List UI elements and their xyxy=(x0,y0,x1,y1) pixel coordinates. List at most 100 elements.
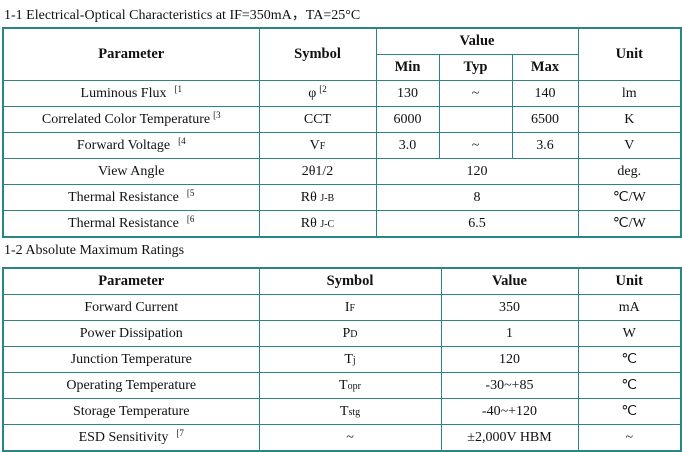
parameter-cell: View Angle xyxy=(2,158,260,185)
min-cell: 130 xyxy=(375,80,440,107)
parameter-cell: Storage Temperature xyxy=(2,398,260,425)
parameter-cell: Forward Voltage [4 xyxy=(2,132,260,159)
parameter-label: ESD Sensitivity xyxy=(78,429,169,445)
unit-cell: V xyxy=(577,132,682,159)
symbol-label: T xyxy=(344,351,353,367)
footnote-mark: [1 xyxy=(174,83,182,94)
unit-cell: mA xyxy=(577,294,682,321)
max-cell: 3.6 xyxy=(511,132,579,159)
header-typ: Typ xyxy=(438,54,513,81)
table-row: Correlated Color Temperature [3 CCT 6000 … xyxy=(2,106,682,133)
unit-cell: lm xyxy=(577,80,682,107)
symbol-label: Rθ xyxy=(300,189,321,205)
symbol-subscript: J-C xyxy=(320,218,335,230)
value-cell: 120 xyxy=(440,346,579,373)
symbol-cell: Tstg xyxy=(258,398,442,425)
parameter-label: Operating Temperature xyxy=(66,377,197,393)
table-row: Junction Temperature Tj 120 ℃ xyxy=(2,346,682,373)
parameter-label: Forward Voltage xyxy=(76,137,171,153)
absolute-maximum-ratings-table: Parameter Symbol Value Unit Forward Curr… xyxy=(2,267,682,452)
max-cell: 140 xyxy=(511,80,579,107)
unit-cell: ℃/W xyxy=(577,210,682,238)
symbol-cell: CCT xyxy=(258,106,377,133)
symbol-subscript: F xyxy=(349,302,356,314)
parameter-label: Thermal Resistance xyxy=(68,215,179,231)
table-row: Power Dissipation PD 1 W xyxy=(2,320,682,347)
table-row: Forward Voltage [4 VF 3.0 ~ 3.6 V xyxy=(2,132,682,159)
parameter-label: Thermal Resistance xyxy=(68,189,179,205)
table-row: Forward Current IF 350 mA xyxy=(2,294,682,321)
parameter-cell: Forward Current xyxy=(2,294,260,321)
footnote-mark: [3 xyxy=(213,109,221,120)
symbol-label: Rθ xyxy=(300,215,321,231)
unit-cell: ℃ xyxy=(577,346,682,373)
parameter-label: Junction Temperature xyxy=(70,351,192,367)
header-symbol: Symbol xyxy=(258,27,377,81)
value-cell: -30~+85 xyxy=(440,372,579,399)
footnote-mark: [2 xyxy=(319,83,327,94)
header-unit: Unit xyxy=(577,267,682,295)
unit-cell: ℃ xyxy=(577,372,682,399)
table-subheader-row: Min Typ Max xyxy=(3,54,681,81)
symbol-subscript: J-B xyxy=(320,192,335,204)
header-unit: Unit xyxy=(577,27,682,81)
unit-cell: deg. xyxy=(577,158,682,185)
unit-cell: K xyxy=(577,106,682,133)
symbol-cell: VF xyxy=(258,132,377,159)
table-row: Operating Temperature Topr -30~+85 ℃ xyxy=(2,372,682,399)
symbol-label: P xyxy=(342,325,351,341)
symbol-subscript: stg xyxy=(348,406,361,418)
symbol-label: I xyxy=(344,299,350,315)
parameter-cell: Correlated Color Temperature [3 xyxy=(2,106,260,133)
symbol-cell: Tj xyxy=(258,346,442,373)
table-header-row: Parameter Symbol Value Unit xyxy=(2,27,682,81)
symbol-subscript: opr xyxy=(347,380,361,392)
typ-cell: ~ xyxy=(438,80,513,107)
footnote-mark: [5 xyxy=(186,187,195,198)
parameter-label: Correlated Color Temperature xyxy=(41,111,211,127)
parameter-label: Power Dissipation xyxy=(79,325,183,341)
symbol-cell: PD xyxy=(258,320,442,347)
table-row: Storage Temperature Tstg -40~+120 ℃ xyxy=(2,398,682,425)
value-cell: ±2,000V HBM xyxy=(440,424,579,452)
symbol-subscript: j xyxy=(352,354,356,366)
footnote-mark: [6 xyxy=(186,213,195,224)
unit-cell: W xyxy=(577,320,682,347)
symbol-cell: Rθ J-B xyxy=(258,184,377,211)
header-value: Value xyxy=(375,27,579,55)
table-header-row: Parameter Symbol Value Unit xyxy=(2,267,682,295)
table-row: Thermal Resistance [6 Rθ J-C 6.5 ℃/W xyxy=(2,210,682,238)
symbol-cell: Topr xyxy=(258,372,442,399)
min-cell: 3.0 xyxy=(375,132,440,159)
header-symbol: Symbol xyxy=(258,267,442,295)
symbol-subscript: D xyxy=(350,328,358,340)
symbol-cell: Rθ J-C xyxy=(258,210,377,238)
max-cell: 6500 xyxy=(511,106,579,133)
symbol-subscript: F xyxy=(319,140,326,152)
symbol-label: T xyxy=(339,403,349,419)
value-cell: -40~+120 xyxy=(440,398,579,425)
value-cell: 6.5 xyxy=(375,210,579,238)
section-1-title: 1-1 Electrical-Optical Characteristics a… xyxy=(4,8,361,23)
parameter-cell: Junction Temperature xyxy=(2,346,260,373)
header-min: Min xyxy=(375,54,440,81)
table-row: Luminous Flux [1 φ [2 130 ~ 140 lm xyxy=(2,80,682,107)
symbol-label: ~ xyxy=(346,429,354,445)
symbol-cell: IF xyxy=(258,294,442,321)
table-row: ESD Sensitivity [7 ~ ±2,000V HBM ~ xyxy=(2,424,682,452)
value-cell: 1 xyxy=(440,320,579,347)
symbol-label: φ xyxy=(308,85,317,101)
symbol-label: V xyxy=(309,137,320,153)
symbol-cell: ~ xyxy=(258,424,442,452)
parameter-label: Luminous Flux xyxy=(80,85,167,101)
symbol-label: T xyxy=(339,377,348,393)
header-value: Value xyxy=(440,267,579,295)
unit-cell: ~ xyxy=(577,424,682,452)
table-row: View Angle 2θ1/2 120 deg. xyxy=(2,158,682,185)
unit-cell: ℃ xyxy=(577,398,682,425)
parameter-label: Forward Current xyxy=(84,299,179,315)
footnote-mark: [7 xyxy=(176,427,184,438)
symbol-cell: φ [2 xyxy=(258,80,377,107)
parameter-cell: Luminous Flux [1 xyxy=(2,80,260,107)
table-row: Thermal Resistance [5 Rθ J-B 8 ℃/W xyxy=(2,184,682,211)
